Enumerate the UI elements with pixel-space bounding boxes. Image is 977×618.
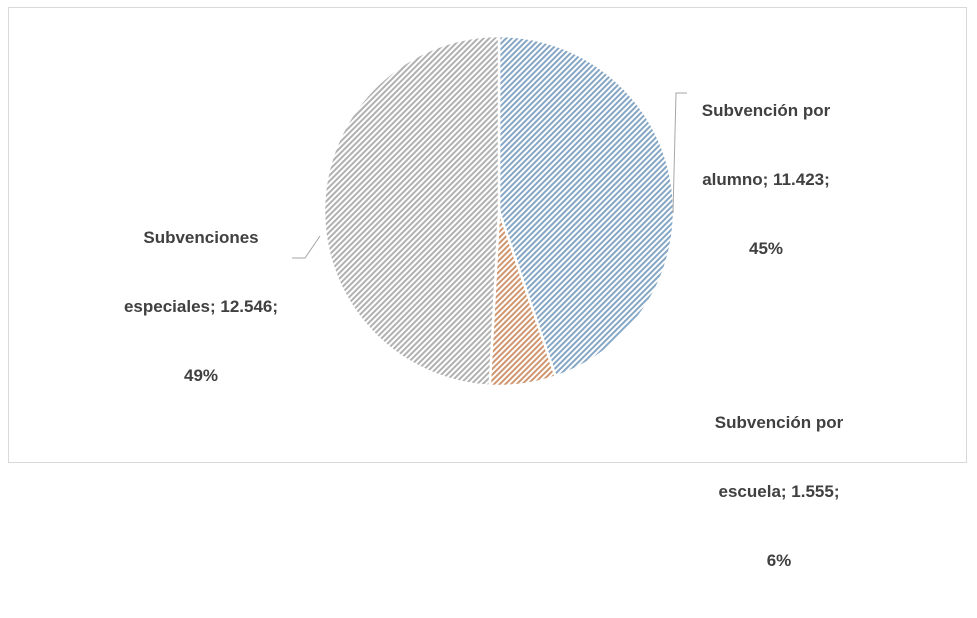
pie-chart — [292, 34, 687, 388]
pie-slice-3 — [322, 34, 501, 388]
data-label-line: 6% — [766, 551, 792, 570]
data-label-line: escuela; 1.555; — [718, 482, 840, 501]
pie-slices — [322, 34, 676, 388]
data-label-line: Subvención por — [714, 413, 844, 432]
data-label-line: Subvenciones — [143, 228, 259, 247]
data-label-line: 49% — [183, 366, 219, 385]
leader-line-subvencion-por-alumno — [672, 92, 687, 214]
data-label-line: 45% — [748, 239, 784, 258]
data-label-subvenciones-especiales: Subvenciones especiales; 12.546; 49% — [101, 180, 301, 433]
data-label-subvencion-por-escuela: Subvención por escuela; 1.555; 6% — [689, 365, 869, 618]
pie-slice-1 — [497, 34, 676, 379]
chart-area: Subvención por alumno; 11.423; 45% Subve… — [8, 7, 967, 570]
leader-lines — [292, 92, 687, 259]
data-label-line: especiales; 12.546; — [123, 297, 279, 316]
leader-line-subvenciones-especiales — [292, 235, 321, 259]
data-label-line: Subvención por — [701, 101, 831, 120]
data-label-line: alumno; 11.423; — [702, 170, 830, 189]
data-label-subvencion-por-alumno: Subvención por alumno; 11.423; 45% — [676, 53, 856, 306]
